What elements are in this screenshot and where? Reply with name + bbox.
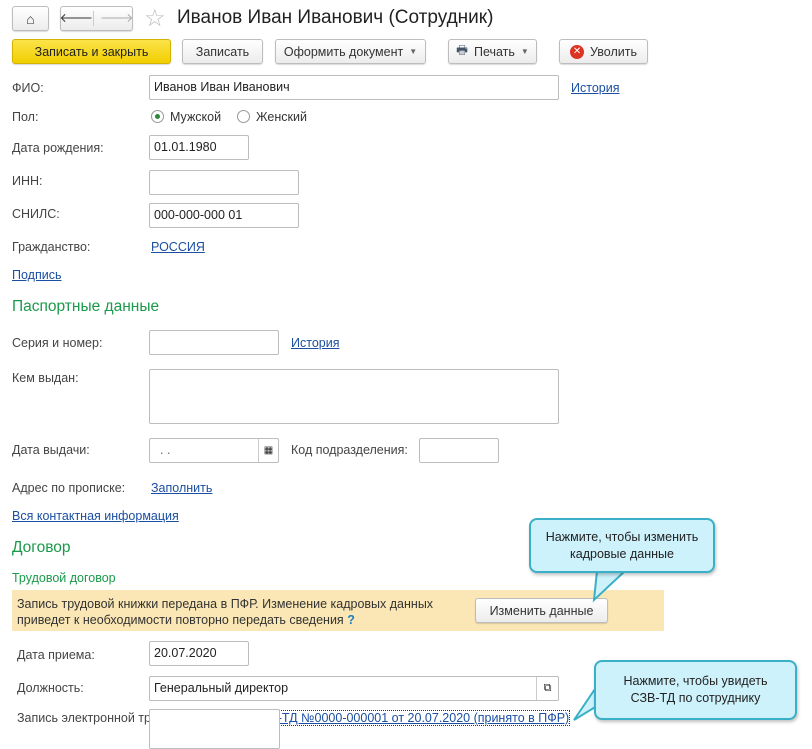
male-label: Мужской bbox=[170, 110, 222, 124]
callout-1-line-2: кадровые данные bbox=[570, 546, 674, 561]
issued-by-textarea[interactable] bbox=[149, 369, 559, 424]
callout-change-data: Нажмите, чтобы изменить кадровые данные bbox=[529, 518, 715, 573]
position-value: Генеральный директор bbox=[154, 681, 289, 695]
issued-by-label: Кем выдан: bbox=[12, 371, 79, 385]
forward-button[interactable]: 🡒 bbox=[100, 11, 134, 25]
issue-date-value: . . bbox=[160, 443, 171, 457]
printer-icon: 🖶 bbox=[456, 43, 468, 57]
hire-date-input[interactable]: 20.07.2020 bbox=[149, 641, 249, 666]
dob-input[interactable]: 01.01.1980 bbox=[149, 135, 249, 160]
chevron-down-icon: ▼ bbox=[409, 47, 418, 56]
inn-input[interactable] bbox=[149, 170, 299, 195]
contract-subtitle: Трудовой договор bbox=[12, 571, 116, 585]
snils-input[interactable]: 000-000-000 01 bbox=[149, 203, 299, 228]
gender-male-radio[interactable]: Мужской bbox=[151, 110, 221, 124]
chevron-down-icon: ▼ bbox=[520, 47, 529, 56]
star-icon[interactable]: ☆ bbox=[144, 5, 166, 32]
make-document-label: Оформить документ bbox=[283, 44, 404, 59]
change-data-button[interactable]: Изменить данные bbox=[475, 598, 608, 623]
contract-section-title: Договор bbox=[12, 539, 71, 556]
snils-label: СНИЛС: bbox=[12, 207, 60, 221]
warning-banner: Запись трудовой книжки передана в ПФР. И… bbox=[12, 590, 664, 631]
save-close-button[interactable]: Записать и закрыть bbox=[12, 39, 171, 64]
radio-checked-icon bbox=[151, 110, 164, 123]
fill-address-link[interactable]: Заполнить bbox=[151, 481, 213, 495]
dismiss-button[interactable]: ✕ Уволить bbox=[559, 39, 648, 64]
print-button[interactable]: 🖶 Печать ▼ bbox=[448, 39, 537, 64]
hire-date-label: Дата приема: bbox=[17, 648, 95, 662]
address-label: Адрес по прописке: bbox=[12, 481, 126, 495]
save-button[interactable]: Записать bbox=[182, 39, 263, 64]
passport-history-link[interactable]: История bbox=[291, 336, 340, 350]
home-button[interactable]: ⌂ bbox=[12, 6, 49, 31]
make-document-button[interactable]: Оформить документ ▼ bbox=[275, 39, 426, 64]
signature-link[interactable]: Подпись bbox=[12, 268, 62, 282]
callout-2-line-2: СЗВ-ТД по сотруднику bbox=[630, 691, 761, 705]
citizenship-label: Гражданство: bbox=[12, 240, 91, 254]
female-label: Женский bbox=[256, 110, 307, 124]
close-circle-icon: ✕ bbox=[570, 44, 585, 59]
all-contacts-link[interactable]: Вся контактная информация bbox=[12, 509, 179, 523]
fio-history-link[interactable]: История bbox=[571, 81, 620, 95]
dept-code-input[interactable] bbox=[419, 438, 499, 463]
etk-link[interactable]: СЗВ-ТД №0000-000001 от 20.07.2020 (приня… bbox=[251, 710, 571, 726]
issue-date-input[interactable]: . . ▦ bbox=[149, 438, 279, 463]
passport-series-input[interactable] bbox=[149, 330, 279, 355]
gender-female-radio[interactable]: Женский bbox=[237, 110, 307, 124]
citizenship-link[interactable]: РОССИЯ bbox=[151, 240, 205, 254]
print-label: Печать bbox=[473, 44, 515, 59]
fio-input[interactable]: Иванов Иван Иванович bbox=[149, 75, 559, 100]
open-icon[interactable]: ⧉ bbox=[536, 677, 558, 700]
home-icon: ⌂ bbox=[26, 10, 35, 27]
dept-code-label: Код подразделения: bbox=[291, 443, 408, 457]
callout-2-line-1: Нажмите, чтобы увидеть bbox=[623, 674, 768, 688]
issue-date-label: Дата выдачи: bbox=[12, 443, 90, 457]
page-title: Иванов Иван Иванович (Сотрудник) bbox=[177, 7, 494, 28]
nav-group: 🡐 🡒 bbox=[59, 6, 134, 31]
callout-1-line-1: Нажмите, чтобы изменить bbox=[545, 529, 699, 544]
calendar-icon[interactable]: ▦ bbox=[258, 439, 278, 462]
position-input[interactable]: Генеральный директор ⧉ bbox=[149, 676, 559, 701]
warning-line-1: Запись трудовой книжки передана в ПФР. И… bbox=[17, 597, 434, 611]
callout-szv: Нажмите, чтобы увидеть СЗВ-ТД по сотрудни… bbox=[594, 660, 797, 720]
inn-label: ИНН: bbox=[12, 174, 43, 188]
dismiss-label: Уволить bbox=[590, 44, 637, 59]
passport-section-title: Паспортные данные bbox=[12, 298, 160, 315]
radio-unchecked-icon bbox=[237, 110, 250, 123]
fio-label: ФИО: bbox=[12, 81, 44, 95]
back-button[interactable]: 🡐 bbox=[59, 11, 94, 26]
gender-label: Пол: bbox=[12, 110, 39, 124]
callout-tail-1 bbox=[592, 570, 628, 603]
position-label: Должность: bbox=[17, 681, 84, 695]
dob-label: Дата рождения: bbox=[12, 141, 104, 155]
passport-series-label: Серия и номер: bbox=[12, 336, 103, 350]
warning-line-2: приведет к необходимости повторно переда… bbox=[17, 613, 344, 627]
help-icon[interactable]: ? bbox=[347, 613, 355, 627]
